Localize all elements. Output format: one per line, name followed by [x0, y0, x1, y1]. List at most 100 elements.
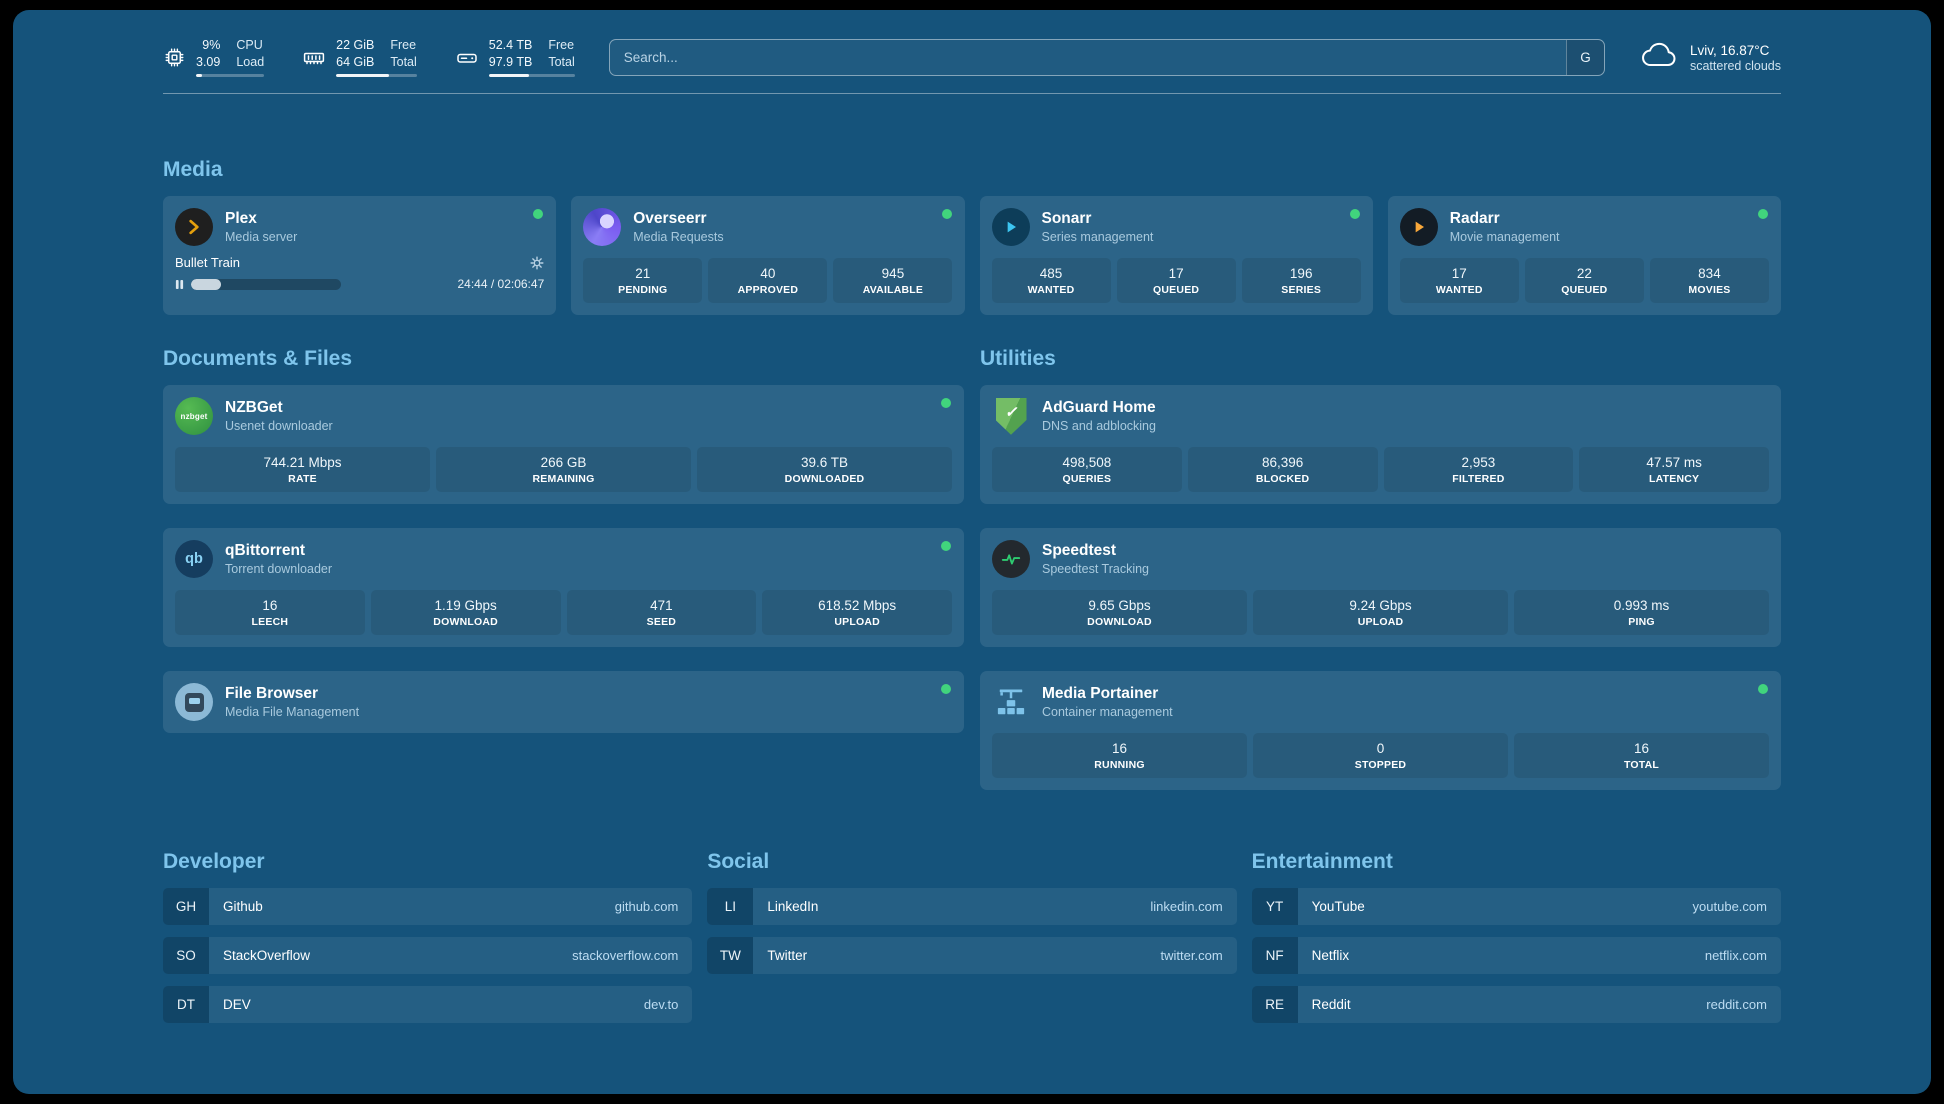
disk-free-label: Free [548, 38, 575, 52]
bookmark-name: Twitter [767, 948, 808, 964]
section-title-media: Media [163, 158, 223, 182]
bookmark-name: LinkedIn [767, 899, 819, 915]
stat-value: 266 GB [540, 455, 587, 471]
bookmark-dev[interactable]: DT DEV dev.to [163, 986, 693, 1024]
stat-box: 196 SERIES [1241, 258, 1361, 304]
bookmark-reddit[interactable]: RE Reddit reddit.com [1251, 986, 1781, 1024]
bookmark-netflix[interactable]: NF Netflix netflix.com [1251, 937, 1781, 975]
stat-box: 22 QUEUED [1524, 258, 1644, 304]
stat-box: 9.65 Gbps DOWNLOAD [992, 590, 1247, 636]
service-card-sonarr[interactable]: Sonarr Series management 485 WANTED 17 Q… [979, 196, 1373, 316]
gear-icon[interactable] [530, 256, 544, 270]
stat-box: 17 QUEUED [1116, 258, 1236, 304]
section-title-documents: Documents & Files [163, 347, 353, 371]
service-card-portainer[interactable]: Media Portainer Container management 16 … [980, 671, 1781, 791]
stat-value: 17 [1168, 266, 1184, 282]
stat-box: 39.6 TB DOWNLOADED [697, 447, 952, 493]
service-desc: Movie management [1449, 230, 1560, 245]
stat-value: 9.24 Gbps [1349, 598, 1412, 614]
service-card-nzbget[interactable]: nzbget NZBGet Usenet downloader 744.21 M… [163, 385, 964, 505]
service-desc: Torrent downloader [225, 562, 333, 577]
stat-box: 21 PENDING [583, 258, 703, 304]
bookmark-group-developer: Developer GH Github github.com SO StackO… [163, 850, 693, 1024]
status-online-dot [941, 209, 952, 220]
bookmark-group-social: Social LI LinkedIn linkedin.com TW Twitt… [707, 850, 1237, 1023]
topbar: 9% CPU 3.09 Load [163, 38, 1781, 78]
bookmark-youtube[interactable]: YT YouTube youtube.com [1251, 888, 1781, 926]
stat-box: 16 TOTAL [1514, 733, 1769, 779]
status-online-dot [941, 541, 951, 552]
service-name: Plex [225, 210, 257, 228]
bookmark-abbr: RE [1251, 986, 1298, 1024]
stat-label: WANTED [1027, 284, 1075, 297]
status-online-dot [941, 398, 951, 409]
stat-value: 21 [635, 266, 651, 282]
weather-location-temp: Lviv, 16.87°C [1689, 42, 1770, 58]
stat-box: 744.21 Mbps RATE [175, 447, 430, 493]
service-card-overseerr[interactable]: Overseerr Media Requests 21 PENDING 40 A… [571, 196, 965, 316]
stat-box: 618.52 Mbps UPLOAD [762, 590, 952, 636]
stat-label: APPROVED [737, 284, 799, 297]
stat-label: SEED [646, 616, 677, 629]
service-name: AdGuard Home [1042, 399, 1156, 417]
stat-value: 834 [1698, 266, 1721, 282]
service-card-adguard[interactable]: AdGuard Home DNS and adblocking 498,508 … [980, 385, 1781, 505]
service-card-plex[interactable]: Plex Media server Bullet Train [163, 196, 557, 316]
bookmark-url: stackoverflow.com [572, 948, 679, 964]
service-name: Sonarr [1041, 210, 1092, 228]
service-desc: DNS and adblocking [1042, 419, 1156, 434]
search-bar: G [608, 39, 1605, 77]
stat-box: 9.24 Gbps UPLOAD [1253, 590, 1508, 636]
bookmark-twitter[interactable]: TW Twitter twitter.com [707, 937, 1237, 975]
nzbget-icon: nzbget [175, 397, 213, 436]
stat-value: 1.19 Gbps [434, 598, 497, 614]
bookmark-url: github.com [614, 899, 679, 915]
stat-box: 86,396 BLOCKED [1187, 447, 1378, 493]
now-playing-title: Bullet Train [175, 255, 241, 271]
playback-progress-bar[interactable] [191, 278, 341, 290]
disk-total-label: Total [548, 54, 575, 69]
bookmark-linkedin[interactable]: LI LinkedIn linkedin.com [707, 888, 1237, 926]
service-name: Radarr [1449, 210, 1500, 228]
weather-condition: scattered clouds [1689, 58, 1781, 73]
system-resources: 9% CPU 3.09 Load [163, 38, 575, 78]
topbar-divider [163, 93, 1781, 95]
now-playing-widget: Bullet Train [175, 255, 544, 291]
stat-value: 16 [1111, 741, 1128, 757]
stat-value: 16 [262, 598, 278, 614]
service-card-filebrowser[interactable]: File Browser Media File Management [163, 671, 964, 734]
search-provider-button[interactable]: G [1565, 40, 1604, 76]
bookmark-stackoverflow[interactable]: SO StackOverflow stackoverflow.com [163, 937, 693, 975]
radarr-icon [1399, 208, 1438, 247]
service-card-radarr[interactable]: Radarr Movie management 17 WANTED 22 QUE… [1387, 196, 1781, 316]
bookmarks-section: Developer GH Github github.com SO StackO… [163, 850, 1781, 1024]
stat-label: AVAILABLE [862, 284, 924, 297]
stat-label: DOWNLOAD [1087, 616, 1152, 629]
stat-label: UPLOAD [1357, 616, 1404, 629]
stat-label: STOPPED [1354, 759, 1407, 772]
memory-free-label: Free [390, 38, 417, 52]
stat-label: BLOCKED [1255, 473, 1310, 486]
bookmark-url: reddit.com [1706, 997, 1767, 1013]
service-card-speedtest[interactable]: Speedtest Speedtest Tracking 9.65 Gbps D… [980, 528, 1781, 648]
overseerr-icon [583, 208, 622, 247]
cpu-load-value: 3.09 [196, 54, 221, 69]
disk-usage-bar [488, 74, 575, 78]
bookmark-name: DEV [223, 997, 251, 1013]
bookmark-name: Github [223, 899, 263, 915]
stat-box: 0.993 ms PING [1514, 590, 1769, 636]
bookmark-abbr: DT [163, 986, 209, 1024]
stat-value: 39.6 TB [800, 455, 849, 471]
playback-progress-fill [191, 278, 221, 290]
qbittorrent-icon: qb [175, 540, 213, 579]
stat-label: RATE [288, 473, 317, 486]
service-card-qbittorrent[interactable]: qb qBittorrent Torrent downloader 16 LEE… [163, 528, 964, 648]
stat-value: 618.52 Mbps [818, 598, 897, 614]
memory-usage-bar [336, 74, 417, 78]
stat-value: 40 [760, 266, 776, 282]
search-input[interactable] [608, 39, 1605, 77]
pause-icon[interactable] [175, 279, 184, 290]
bookmark-github[interactable]: GH Github github.com [163, 888, 693, 926]
stat-box: 498,508 QUERIES [992, 447, 1182, 493]
stat-value: 945 [881, 266, 905, 282]
